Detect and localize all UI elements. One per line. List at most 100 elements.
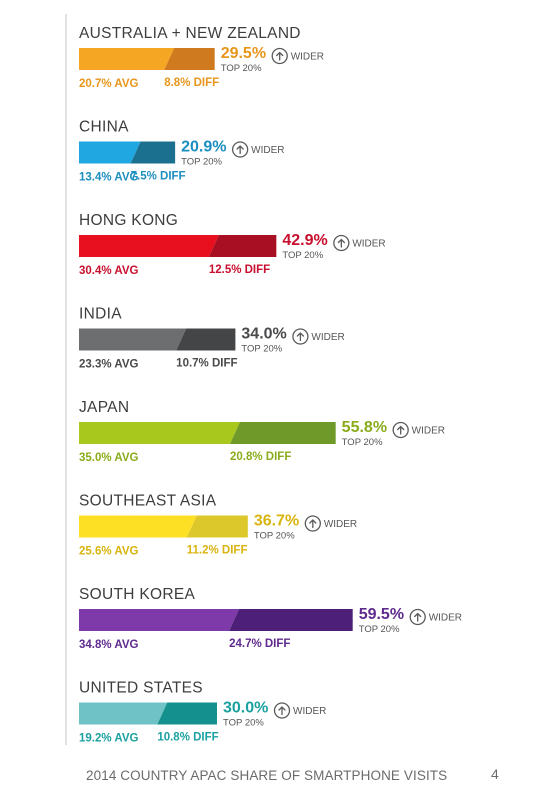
arrow-up-circle-icon — [304, 515, 321, 532]
avg-bar — [79, 702, 168, 725]
avg-label: 25.6% AVG — [79, 546, 138, 558]
avg-bar — [79, 235, 219, 257]
avg-bar — [79, 609, 240, 631]
wider-label: WIDER — [311, 332, 344, 343]
avg-bar — [79, 422, 240, 444]
wider-label: WIDER — [352, 239, 385, 250]
wider-label: WIDER — [429, 613, 462, 624]
avg-bar — [79, 515, 197, 538]
icon-circle — [409, 608, 426, 626]
diff-bar — [186, 515, 248, 538]
avg-label: 34.8% AVG — [79, 639, 138, 651]
icon-arrow — [337, 238, 345, 248]
icon-circle — [392, 421, 409, 439]
top-value-label: 55.8% — [342, 419, 387, 436]
wider-label: WIDER — [324, 519, 357, 530]
icon-arrow — [414, 612, 422, 622]
top-20-label: TOP 20% — [223, 718, 264, 729]
page-footer: 2014 COUNTRY APAC SHARE OF SMARTPHONE VI… — [0, 760, 540, 790]
top-20-label: TOP 20% — [181, 157, 222, 168]
wider-label: WIDER — [251, 145, 284, 156]
diff-label: 12.5% DIFF — [209, 264, 270, 276]
icon-arrow — [236, 145, 244, 155]
footer-title: 2014 COUNTRY APAC SHARE OF SMARTPHONE VI… — [86, 768, 448, 783]
top-value-label: 29.5% — [221, 45, 266, 62]
avg-label: 23.3% AVG — [79, 359, 138, 371]
diff-label: 24.7% DIFF — [229, 638, 290, 650]
country-label: AUSTRALIA + NEW ZEALAND — [79, 25, 301, 42]
icon-circle — [333, 234, 350, 252]
diff-label: 10.7% DIFF — [176, 358, 237, 370]
country-row: UNITED STATES 30.0%TOP 20% WIDER 19.2% AVG 1… — [79, 680, 326, 745]
country-row: AUSTRALIA + NEW ZEALAND 29.5%TOP 20% WIDER… — [79, 25, 324, 90]
diff-label: 8.8% DIFF — [164, 77, 219, 89]
avg-label: 19.2% AVG — [79, 733, 138, 745]
country-row: SOUTHEAST ASIA 36.7%TOP 20% WIDER 25.6% AVG… — [79, 493, 357, 558]
avg-label: 13.4% AVG — [79, 172, 138, 184]
country-row: SOUTH KOREA 59.5%TOP 20% WIDER 34.8% AVG 24.… — [79, 586, 462, 651]
avg-bar — [79, 141, 141, 164]
country-label: HONG KONG — [79, 212, 178, 229]
diff-bar — [229, 609, 353, 631]
diff-label: 11.2% DIFF — [187, 545, 248, 557]
diff-label: 10.8% DIFF — [157, 732, 218, 744]
avg-label: 30.4% AVG — [79, 265, 138, 277]
diff-bar — [208, 235, 277, 257]
country-label: SOUTHEAST ASIA — [79, 493, 217, 510]
top-value-label: 59.5% — [359, 606, 404, 623]
top-value-label: 36.7% — [254, 513, 299, 530]
avg-bar — [79, 328, 187, 351]
arrow-up-circle-icon — [392, 421, 409, 439]
country-row: JAPAN 55.8%TOP 20% WIDER 35.0% AVG 20.8% DIF… — [79, 399, 445, 464]
diff-label: 20.8% DIFF — [230, 451, 291, 463]
wider-label: WIDER — [412, 426, 445, 437]
top-20-label: TOP 20% — [282, 250, 323, 261]
avg-label: 35.0% AVG — [79, 452, 138, 464]
avg-label: 20.7% AVG — [79, 78, 138, 90]
arrow-up-circle-icon — [292, 328, 309, 345]
top-20-label: TOP 20% — [254, 531, 295, 542]
top-20-label: TOP 20% — [342, 437, 383, 448]
top-value-label: 20.9% — [181, 139, 226, 156]
country-label: JAPAN — [79, 399, 129, 416]
top-20-label: TOP 20% — [359, 624, 400, 635]
country-row: INDIA 34.0%TOP 20% WIDER 23.3% AVG 10.7% DIF… — [79, 306, 345, 371]
country-label: SOUTH KOREA — [79, 586, 195, 603]
top-value-label: 34.0% — [241, 326, 286, 343]
arrow-up-circle-icon — [333, 234, 350, 252]
country-label: CHINA — [79, 119, 129, 136]
diff-bar — [164, 48, 215, 70]
top-value-label: 42.9% — [282, 232, 327, 249]
wider-label: WIDER — [293, 706, 326, 717]
avg-bar — [79, 48, 175, 70]
icon-arrow — [397, 425, 405, 435]
icon-arrow — [309, 519, 317, 529]
arrow-up-circle-icon — [231, 141, 249, 158]
icon-circle — [273, 702, 291, 719]
icon-arrow — [296, 332, 305, 342]
top-20-label: TOP 20% — [241, 344, 282, 355]
diff-bar — [130, 141, 176, 164]
country-label: INDIA — [79, 306, 122, 323]
arrow-up-circle-icon — [409, 608, 426, 626]
icon-arrow — [278, 706, 286, 716]
icon-circle — [292, 328, 309, 345]
diff-bar — [176, 328, 236, 351]
icon-circle — [271, 47, 288, 65]
country-label: UNITED STATES — [79, 680, 203, 697]
diff-bar — [157, 702, 217, 725]
top-value-label: 30.0% — [223, 700, 268, 717]
diff-label: 7.5% DIFF — [131, 171, 186, 183]
top-20-label: TOP 20% — [221, 63, 262, 74]
icon-arrow — [276, 51, 284, 61]
page-number: 4 — [491, 766, 499, 782]
wider-label: WIDER — [291, 52, 324, 63]
arrow-up-circle-icon — [273, 702, 291, 719]
country-row: HONG KONG 42.9%TOP 20% WIDER 30.4% AVG 12.5%… — [79, 212, 386, 277]
arrow-up-circle-icon — [271, 47, 288, 65]
icon-circle — [304, 515, 321, 532]
diff-bar — [230, 422, 336, 444]
